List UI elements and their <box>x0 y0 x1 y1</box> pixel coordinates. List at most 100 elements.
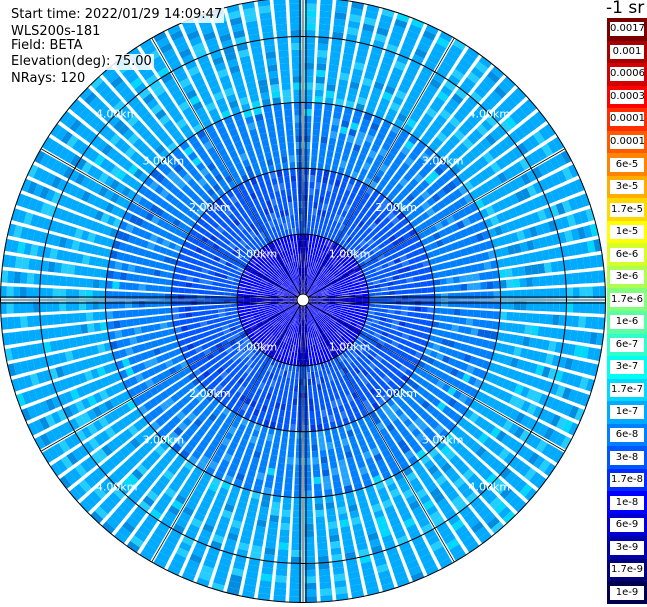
range-gate-cell <box>286 129 294 137</box>
range-gate-cell <box>503 392 513 404</box>
range-gate-cell <box>84 370 94 382</box>
range-gate-cell <box>371 336 380 343</box>
range-gate-cell <box>449 544 463 556</box>
range-gate-cell <box>317 549 329 557</box>
range-gate-cell <box>407 311 415 317</box>
range-gate-cell <box>387 309 395 314</box>
range-gate-cell <box>329 328 336 335</box>
range-gate-cell <box>334 152 342 160</box>
range-gate-cell <box>552 449 565 464</box>
range-gate-cell <box>181 535 195 546</box>
range-gate-cell <box>546 301 554 312</box>
range-gate-cell <box>192 466 204 477</box>
range-gate-cell <box>401 393 411 402</box>
range-gate-cell <box>295 365 300 373</box>
range-gate-cell <box>45 173 56 186</box>
range-gate-cell <box>66 313 74 324</box>
range-gate-cell <box>409 477 421 488</box>
range-gate-cell <box>363 357 372 365</box>
range-gate-cell <box>309 358 313 366</box>
range-gate-cell <box>53 314 61 325</box>
range-gate-cell <box>303 346 306 353</box>
range-gate-cell <box>338 459 347 468</box>
range-gate-cell <box>399 483 411 494</box>
range-gate-cell <box>277 43 289 51</box>
range-gate-cell <box>507 301 514 310</box>
range-gate-cell <box>279 355 285 363</box>
range-gate-cell <box>304 563 316 571</box>
range-gate-cell <box>17 210 27 224</box>
range-gate-cell <box>330 380 336 388</box>
range-gate-cell <box>180 345 189 353</box>
range-gate-cell <box>55 222 65 234</box>
range-gate-cell <box>513 346 522 357</box>
range-gate-cell <box>28 258 36 271</box>
range-gate-cell <box>448 437 459 449</box>
range-gate-cell <box>261 337 268 344</box>
range-gate-cell <box>343 444 351 453</box>
range-gate-cell <box>129 376 139 386</box>
range-gate-cell <box>261 279 268 284</box>
range-gate-cell <box>291 181 297 189</box>
range-gate-cell <box>238 466 247 476</box>
range-gate-cell <box>125 244 134 253</box>
range-gate-cell <box>353 529 365 539</box>
range-gate-cell <box>362 399 371 408</box>
range-gate-cell <box>119 319 128 328</box>
range-gate-cell <box>442 532 456 545</box>
range-gate-cell <box>264 290 272 293</box>
range-gate-cell <box>276 340 282 347</box>
range-gate-cell <box>311 450 319 458</box>
range-gate-cell <box>383 327 391 333</box>
range-gate-cell <box>105 301 113 310</box>
range-gate-cell <box>237 300 244 303</box>
range-gate-cell <box>229 268 237 274</box>
range-gate-cell <box>260 390 267 399</box>
range-gate-cell <box>342 366 350 374</box>
range-gate-cell <box>303 431 310 439</box>
range-gate-cell <box>225 315 233 320</box>
range-gate-cell <box>214 272 222 278</box>
range-gate-cell <box>242 454 252 463</box>
range-gate-cell <box>411 535 425 546</box>
range-gate-cell <box>323 361 329 369</box>
range-gate-cell <box>276 354 282 362</box>
range-gate-cell <box>300 339 303 347</box>
range-gate-cell <box>454 300 462 308</box>
range-gate-cell <box>553 301 560 312</box>
range-gate-cell <box>257 512 268 521</box>
range-gate-cell <box>372 416 382 426</box>
range-gate-cell <box>268 70 279 79</box>
range-gate-cell <box>446 375 456 385</box>
range-gate-cell <box>375 515 387 526</box>
range-gate-cell <box>182 506 195 517</box>
range-gate-cell <box>332 325 339 331</box>
range-gate-cell <box>274 10 287 19</box>
range-gate-cell <box>112 281 120 290</box>
range-gate-cell <box>115 406 126 418</box>
range-gate-cell <box>369 370 378 378</box>
range-gate-cell <box>387 482 398 492</box>
range-gate-cell <box>178 281 186 287</box>
range-gate-cell <box>263 339 270 346</box>
range-gate-cell <box>301 326 303 333</box>
range-gate-cell <box>281 362 286 370</box>
range-gate-cell <box>469 399 480 411</box>
range-gate-cell <box>514 383 524 396</box>
range-gate-cell <box>74 415 86 428</box>
range-gate-cell <box>316 209 322 217</box>
range-gate-cell <box>419 369 429 379</box>
range-gate-cell <box>146 490 159 502</box>
range-gate-cell <box>313 307 320 312</box>
range-gate-cell <box>71 214 82 226</box>
range-gate-cell <box>134 433 146 445</box>
range-gate-cell <box>121 262 129 272</box>
range-gate-cell <box>567 343 576 356</box>
range-gate-cell <box>137 248 147 257</box>
range-gate-cell <box>337 506 347 515</box>
range-gate-cell <box>483 436 494 449</box>
range-gate-cell <box>235 507 246 516</box>
range-gate-cell <box>314 89 324 97</box>
range-gate-cell <box>322 341 327 348</box>
range-gate-cell <box>322 369 327 377</box>
